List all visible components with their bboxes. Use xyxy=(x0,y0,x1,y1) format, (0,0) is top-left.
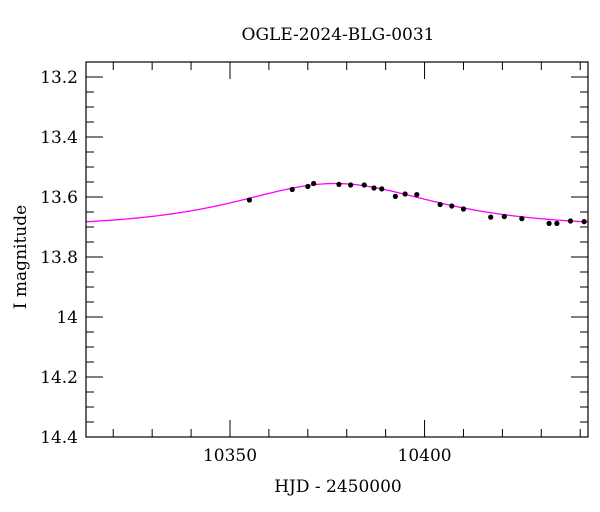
data-point xyxy=(379,186,385,192)
data-point xyxy=(289,186,295,193)
x-tick-label: 10350 xyxy=(203,446,257,466)
y-tick-label: 13.6 xyxy=(40,188,78,208)
y-tick-label: 14 xyxy=(56,308,78,328)
plot-frame xyxy=(85,61,589,438)
data-points xyxy=(246,180,587,226)
data-point xyxy=(414,192,420,198)
data-point xyxy=(402,191,408,197)
data-point xyxy=(581,219,587,225)
x-axis-label: HJD - 2450000 xyxy=(274,477,402,497)
y-tick-label: 14.2 xyxy=(40,368,78,388)
data-point xyxy=(246,197,253,203)
data-point xyxy=(488,214,494,220)
data-point xyxy=(311,180,317,187)
data-point xyxy=(546,220,552,226)
data-point xyxy=(567,218,574,224)
data-point xyxy=(437,201,443,208)
data-point xyxy=(501,213,507,220)
data-point xyxy=(305,183,311,190)
axis-ticks xyxy=(86,61,588,438)
data-point xyxy=(348,182,354,188)
chart-title: OGLE-2024-BLG-0031 xyxy=(242,25,435,45)
data-point xyxy=(460,206,467,212)
y-tick-label: 14.4 xyxy=(40,428,78,448)
y-tick-label: 13.4 xyxy=(40,128,78,148)
data-point xyxy=(336,181,342,187)
data-point xyxy=(519,216,525,222)
y-tick-label: 13.2 xyxy=(40,68,78,88)
data-point xyxy=(554,220,560,226)
data-point xyxy=(361,182,367,188)
y-tick-label: 13.8 xyxy=(40,248,78,268)
data-point xyxy=(392,193,398,199)
y-axis-label: I magnitude xyxy=(11,205,31,309)
data-point xyxy=(371,185,377,191)
axis-tick-labels: 10350 10400 13.2 13.4 13.6 13.8 14 14.2 14.4 xyxy=(40,68,451,466)
data-point xyxy=(449,203,455,209)
x-tick-label: 10400 xyxy=(398,446,452,466)
